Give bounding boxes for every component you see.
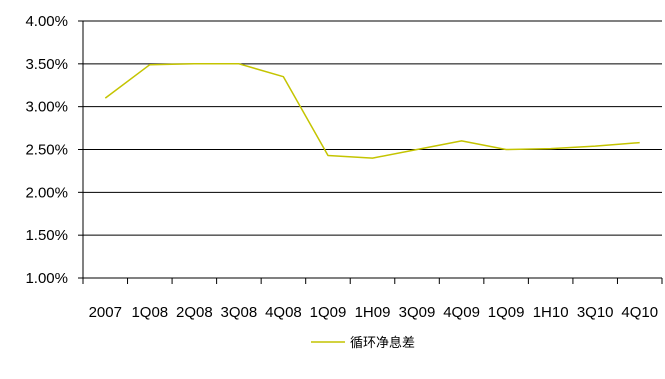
series — [104, 63, 640, 159]
y-tick-label: 3.00% — [25, 99, 68, 116]
x-tick-label: 3Q08 — [221, 304, 258, 321]
y-tick-label: 1.00% — [25, 270, 68, 287]
x-tick-label: 2007 — [89, 304, 122, 321]
legend-label: 循环净息差 — [350, 335, 415, 351]
x-tick-label: 4Q10 — [621, 304, 658, 321]
y-tick-label: 2.50% — [25, 142, 68, 159]
y-tick-label: 1.50% — [25, 227, 68, 244]
y-tick-label: 3.50% — [25, 56, 68, 73]
x-tick-label: 1Q09 — [310, 304, 347, 321]
x-tick-label: 1H10 — [533, 304, 569, 321]
x-tick-label: 4Q08 — [265, 304, 302, 321]
legend: 循环净息差 — [311, 335, 415, 351]
x-tick-label: 4Q09 — [443, 304, 480, 321]
x-tick-label: 3Q10 — [577, 304, 614, 321]
gridlines — [83, 20, 662, 279]
tick-labels: 1.00% 1.50% 2.00% 2.50% 3.00% 3.50% 4.00% 2007 1… — [25, 13, 658, 321]
y-tick-label: 4.00% — [25, 13, 68, 30]
x-tick-label: 1Q09 — [488, 304, 525, 321]
y-tick-label: 2.00% — [25, 184, 68, 201]
axes — [78, 20, 663, 284]
x-tick-label: 1H09 — [355, 304, 391, 321]
series-line — [104, 63, 640, 159]
x-tick-label: 3Q09 — [399, 304, 436, 321]
x-tick-label: 1Q08 — [131, 304, 168, 321]
x-tick-label: 2Q08 — [176, 304, 213, 321]
